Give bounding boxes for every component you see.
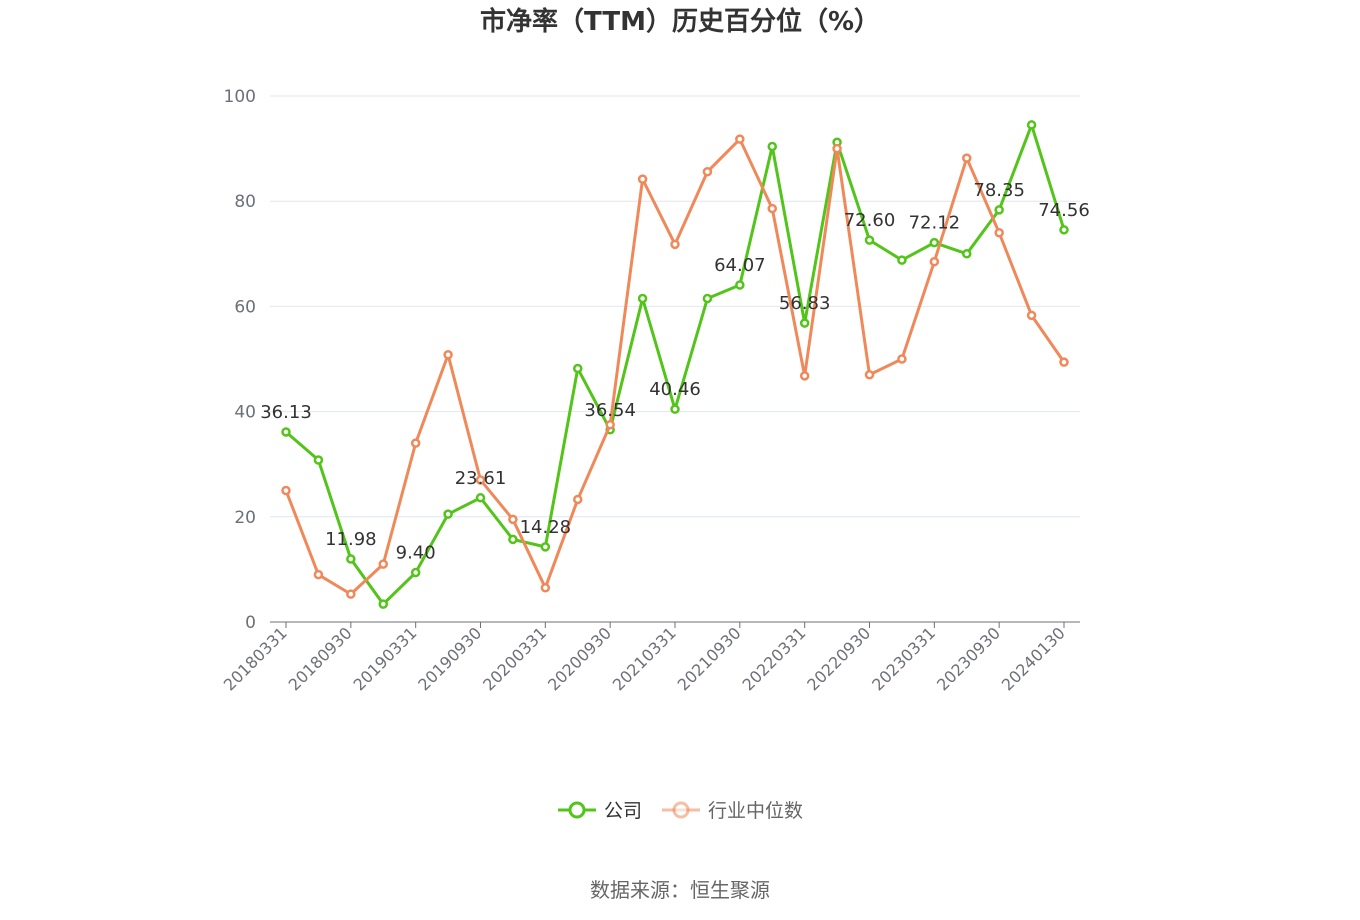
data-point xyxy=(799,318,810,328)
data-point xyxy=(281,427,291,437)
data-source: 数据来源：恒生聚源 xyxy=(590,878,770,902)
x-tick-label: 20210930 xyxy=(674,623,745,694)
data-label: 9.40 xyxy=(396,543,436,564)
data-point xyxy=(929,237,940,248)
data-point xyxy=(767,141,777,152)
y-tick-label: 60 xyxy=(234,297,256,317)
data-point xyxy=(799,371,810,381)
data-point xyxy=(410,438,421,448)
data-point xyxy=(929,256,940,267)
legend-item-company[interactable]: 公司 xyxy=(558,800,642,822)
data-label: 36.13 xyxy=(260,402,312,423)
x-tick-label: 20210331 xyxy=(609,623,680,694)
data-point xyxy=(1059,225,1069,235)
data-point xyxy=(508,514,518,525)
line-chart: 0 20 40 60 80 100 2018033120180930201903312019… xyxy=(220,87,1090,822)
data-point xyxy=(443,350,453,360)
y-tick-label: 100 xyxy=(224,87,256,107)
data-point xyxy=(346,554,356,564)
data-point xyxy=(378,559,388,569)
data-point xyxy=(670,404,680,414)
data-label: 23.61 xyxy=(455,468,507,489)
data-point xyxy=(573,363,583,374)
data-point xyxy=(864,235,875,245)
x-tick-label: 20180930 xyxy=(285,623,356,694)
data-label: 72.12 xyxy=(909,213,961,234)
y-tick-label: 0 xyxy=(245,613,256,633)
data-label: 56.83 xyxy=(779,293,831,314)
data-label: 36.54 xyxy=(584,400,636,421)
x-tick-label: 20240130 xyxy=(998,623,1069,694)
data-point xyxy=(637,174,648,184)
data-point xyxy=(832,143,842,154)
data-point xyxy=(864,370,875,380)
legend[interactable]: 公司 行业中位数 xyxy=(558,800,803,822)
data-point xyxy=(994,205,1004,215)
data-label: 64.07 xyxy=(714,255,766,276)
x-tick-label: 20200930 xyxy=(544,623,615,694)
data-point xyxy=(281,485,291,496)
data-label: 74.56 xyxy=(1038,200,1090,221)
data-point xyxy=(1026,120,1037,130)
data-point xyxy=(1026,310,1037,321)
series-layer xyxy=(281,120,1069,609)
data-point xyxy=(410,567,421,578)
data-point xyxy=(313,455,324,465)
series-line-company xyxy=(285,123,1066,606)
legend-marker xyxy=(672,801,690,819)
data-point xyxy=(702,293,713,304)
x-tick-label: 20230930 xyxy=(933,623,1004,694)
data-label: 72.60 xyxy=(844,210,896,231)
data-label: 11.98 xyxy=(325,529,377,550)
x-tick-label: 20230331 xyxy=(868,623,939,694)
data-label: 14.28 xyxy=(520,517,572,538)
x-tick-label: 20220930 xyxy=(803,623,874,694)
data-point xyxy=(378,599,388,609)
x-tick-label: 20190930 xyxy=(414,623,485,694)
x-tick-label: 20200331 xyxy=(479,623,550,694)
series-line-industry xyxy=(284,137,1066,596)
data-point xyxy=(767,203,777,214)
legend-marker xyxy=(568,801,586,819)
data-point xyxy=(508,534,518,545)
grid-layer xyxy=(270,95,1080,518)
data-point xyxy=(605,420,615,430)
data-point xyxy=(637,293,648,304)
data-point xyxy=(702,166,713,177)
x-tick-label: 20220331 xyxy=(738,623,809,694)
y-tick-label: 40 xyxy=(234,403,256,423)
y-tick-label: 80 xyxy=(234,192,256,212)
data-label: 78.35 xyxy=(973,180,1025,201)
data-point xyxy=(897,354,907,364)
data-point xyxy=(346,589,356,599)
y-tick-label: 20 xyxy=(234,508,256,528)
data-point xyxy=(962,249,972,259)
data-point xyxy=(735,134,745,144)
x-tick-label: 20180331 xyxy=(220,623,291,694)
data-point xyxy=(443,509,453,519)
data-point xyxy=(475,493,486,503)
legend-label: 公司 xyxy=(604,800,642,822)
data-point xyxy=(540,583,551,593)
legend-label: 行业中位数 xyxy=(708,800,803,822)
data-point xyxy=(1059,357,1069,367)
data-point xyxy=(735,280,745,290)
data-label: 40.46 xyxy=(649,379,701,400)
data-point xyxy=(573,494,583,505)
data-point xyxy=(475,475,486,485)
data-point xyxy=(897,255,907,265)
data-point xyxy=(962,153,972,163)
data-point xyxy=(994,228,1004,238)
x-tick-label: 20190331 xyxy=(349,623,420,694)
data-point xyxy=(540,542,551,552)
data-label-layer: 36.13 11.98 9.40 23.61 14.28 36.54 40.46 64.07 5… xyxy=(260,180,1090,564)
chart-title: 市净率（TTM）历史百分位（%） xyxy=(480,7,880,37)
data-point xyxy=(670,239,680,250)
legend-item-industry[interactable]: 行业中位数 xyxy=(662,800,803,822)
data-point xyxy=(313,569,324,580)
